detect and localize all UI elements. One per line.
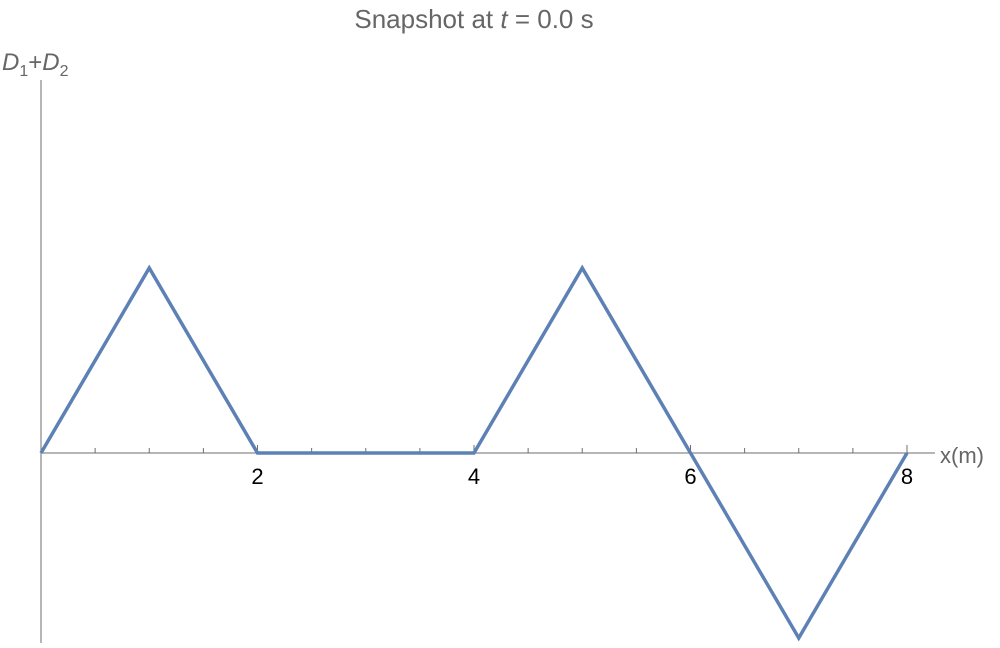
x-tick-label: 8 [901,464,913,489]
series-line [39,264,909,642]
x-tick-label: 4 [468,464,480,489]
chart-title: Snapshot at t = 0.0 s [354,4,593,34]
y-axis-label: D1+D2 [2,49,69,80]
x-tick-label: 2 [251,464,263,489]
x-tick-label: 6 [684,464,696,489]
x-axis-label: x(m) [940,443,984,468]
